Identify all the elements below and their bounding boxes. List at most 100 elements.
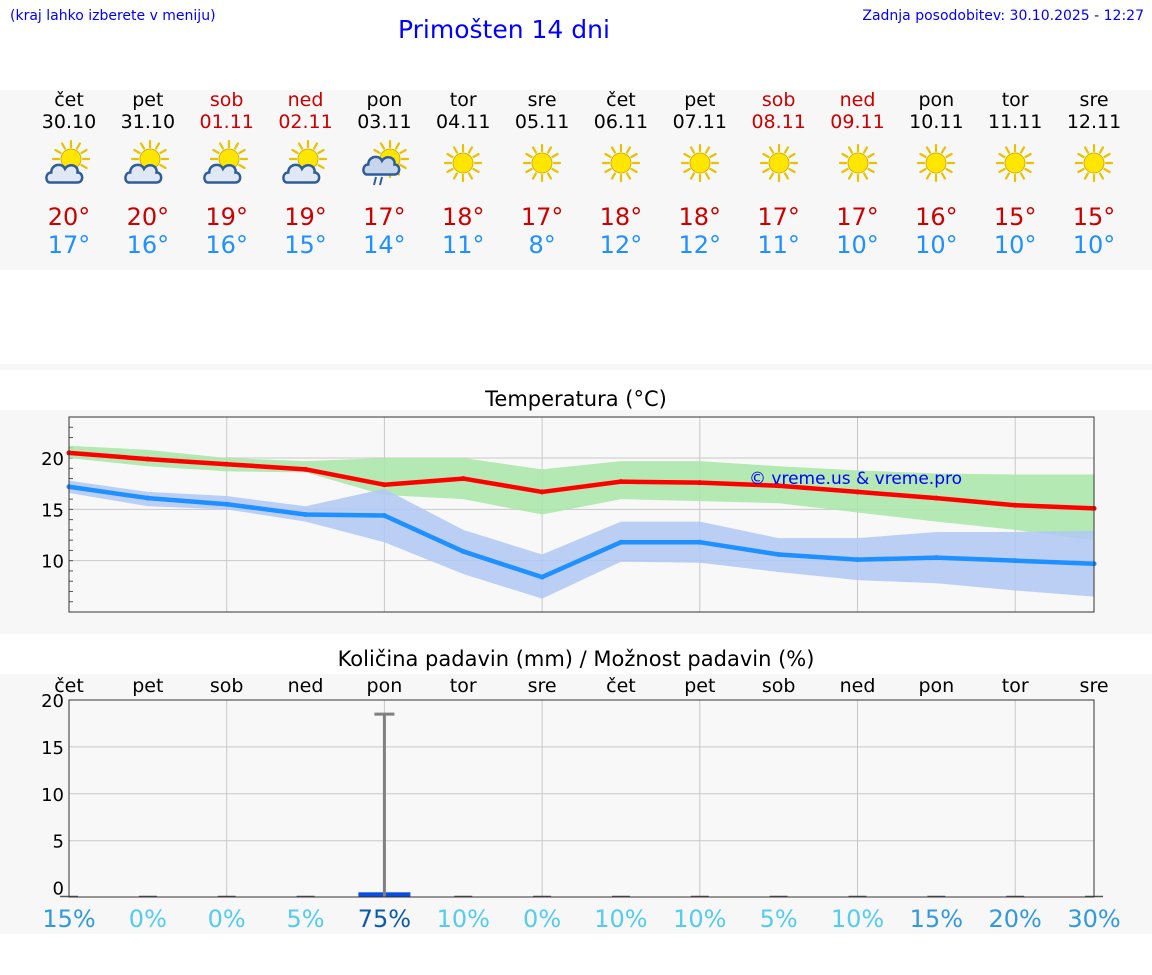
sun-ray [1083, 146, 1090, 154]
y-tick-label: 20 [41, 691, 64, 712]
temp-min: 10° [1072, 231, 1116, 259]
sun-ray [453, 146, 459, 154]
partly-cloudy-icon [281, 139, 327, 184]
precip-chance-label: 10% [437, 905, 490, 933]
sun-ray [704, 146, 710, 154]
sun-disc [925, 152, 947, 174]
sun-ray [316, 163, 325, 170]
data-point-max [855, 489, 860, 495]
sun-shape [996, 143, 1035, 183]
precip-chance-label: 75% [358, 905, 411, 933]
sun-ray [1103, 167, 1111, 174]
sun-ray [787, 167, 796, 174]
cloud-outline [202, 163, 242, 184]
sun-ray [610, 172, 617, 180]
sun-ray [1103, 152, 1111, 159]
sun-ray [531, 146, 538, 154]
watermark: © vreme.us & vreme.pro [749, 469, 962, 489]
sun-ray [840, 167, 849, 174]
sun-ray [399, 148, 408, 155]
sun-ray [926, 172, 932, 180]
sun-ray [290, 148, 299, 155]
sun-ray [630, 167, 638, 174]
temp-min: 16° [205, 231, 248, 259]
sun-icon [838, 143, 877, 183]
sun-shape [680, 143, 719, 183]
day-date: 11.11 [987, 111, 1043, 133]
day-column: sob 08.11 17° 11° [739, 88, 819, 259]
cloud-shape [124, 163, 163, 184]
y-tick-label: 15 [41, 738, 64, 759]
precip-chance-label: 5% [287, 905, 325, 933]
sun-ray [840, 152, 849, 159]
day-name: tor [1001, 89, 1029, 111]
plot-frame [68, 416, 1095, 613]
data-point-max [224, 461, 230, 467]
day-date: 07.11 [672, 111, 727, 133]
sun-ray [60, 142, 67, 150]
temp-max: 19° [284, 203, 327, 231]
precip-day-label: sob [762, 675, 796, 697]
data-point-max [539, 489, 545, 495]
temp-max: 18° [599, 203, 643, 231]
temp-min: 12° [599, 231, 643, 259]
precip-day-label: sob [210, 675, 244, 697]
sun-ray [531, 172, 538, 180]
sun-shape [1074, 143, 1114, 183]
precip-day-label: pet [132, 675, 163, 697]
sun-ray [446, 152, 454, 159]
partly-cloudy-icon [124, 139, 169, 184]
sun-ray [468, 146, 474, 154]
sun-icon [522, 143, 562, 183]
day-name: čet [606, 89, 636, 111]
sun-ray [941, 172, 947, 180]
sun-icon [759, 143, 798, 183]
day-date: 04.11 [436, 111, 491, 133]
sun-ray [233, 142, 239, 150]
data-point-min [1012, 558, 1018, 564]
sun-ray [630, 152, 638, 159]
day-name: sob [761, 89, 796, 111]
y-tick-label: 0 [53, 879, 64, 900]
sun-ray [551, 152, 559, 159]
sun-ray [709, 152, 717, 159]
precip-chance-label: 20% [989, 905, 1042, 933]
sun-ray [472, 167, 480, 174]
temp-max: 20° [47, 203, 91, 231]
sun-ray [761, 152, 770, 159]
day-date: 02.11 [278, 111, 333, 133]
sun-ray [847, 172, 853, 180]
separator-band [0, 364, 1152, 370]
sun-ray [604, 167, 612, 174]
sun-ray [139, 142, 145, 150]
sun-ray [998, 167, 1006, 174]
sun-shape [759, 143, 798, 183]
precip-day-label: čet [606, 675, 636, 697]
sun-ray [683, 167, 691, 174]
data-point-min [933, 555, 939, 561]
cloud-outline [45, 163, 84, 184]
day-column: ned 02.11 19° 15° [266, 88, 346, 259]
sun-disc [610, 152, 632, 174]
temp-max: 20° [126, 203, 170, 231]
day-name: pon [366, 89, 403, 111]
sun-ray [297, 142, 303, 150]
day-date: 30.10 [41, 111, 97, 133]
day-column: pet 07.11 18° 12° [660, 88, 740, 259]
sun-ray [80, 148, 88, 155]
day-column: tor 04.11 18° 11° [423, 88, 503, 259]
sun-disc [847, 152, 868, 174]
day-column: pon 03.11 17° 14° [344, 88, 424, 259]
sun-ray [159, 163, 167, 170]
sun-ray [525, 167, 533, 174]
day-name: pet [132, 89, 164, 111]
sun-ray [683, 152, 691, 159]
sun-ray [919, 167, 928, 174]
day-date: 06.11 [593, 111, 649, 133]
sun-ray [866, 152, 875, 159]
cloud-shape [281, 163, 320, 184]
day-name: tor [449, 89, 477, 111]
y-tick-label: 5 [53, 832, 64, 853]
location-menu-hint: (kraj lahko izberete v meniju) [10, 8, 216, 24]
precip-day-label: pon [918, 675, 954, 697]
